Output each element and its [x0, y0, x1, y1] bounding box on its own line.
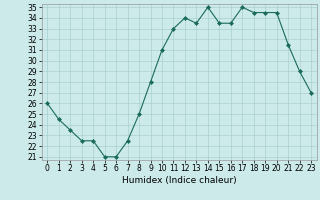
- X-axis label: Humidex (Indice chaleur): Humidex (Indice chaleur): [122, 176, 236, 185]
